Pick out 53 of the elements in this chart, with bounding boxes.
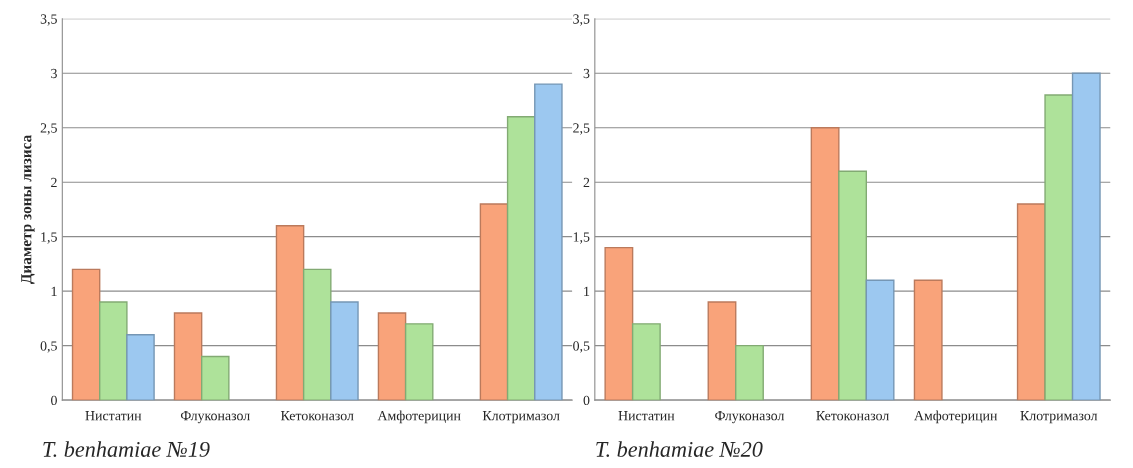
text: T. benhamiae №20 [596,441,763,457]
bar [71,268,101,401]
bar [330,301,359,401]
text: T. benhamiae №19 [43,441,210,457]
x-tick-label: Кетоконазол [816,411,889,421]
y-axis-title: Диаметр зоны лизиса [21,135,35,284]
bar [302,268,332,401]
x-tick-label: Флуконазол [715,411,785,424]
y-tick-label: 0,5 [573,341,590,353]
bar [1016,203,1046,401]
bar [200,355,230,401]
y-tick-label: 2 [51,177,57,187]
bar [534,83,563,401]
y-tick-label: 0 [583,395,590,406]
bar [735,344,764,401]
y-tick-label: 0,5 [40,341,57,353]
bar [506,116,536,401]
y-tick-label: 1,5 [41,232,57,244]
bar [810,127,840,401]
bar [275,225,305,401]
bar [126,334,155,401]
bar [838,170,868,401]
x-tick-label: Амфотерицин [377,410,461,424]
y-tick-label: 1 [51,286,57,296]
bar [1044,94,1074,401]
y-tick-label: 2,5 [573,123,590,135]
y-tick-label: 3,5 [40,14,57,26]
bar [631,323,661,401]
x-tick-label: Нистатин [85,411,142,421]
bar [173,312,203,401]
bar [99,301,128,401]
y-tick-label: 0 [51,395,57,406]
y-tick-label: 3,5 [573,14,590,26]
y-tick-label: 1,5 [573,232,590,244]
x-tick-label: Клотримазол [1020,411,1098,424]
x-tick-label: Амфотерицин [914,410,998,424]
x-tick-label: Кетоконазол [280,411,354,421]
bar [479,203,509,401]
bar [707,301,737,401]
bar [1071,72,1101,401]
y-tick-label: 2,5 [40,123,57,135]
x-tick-label: Клотримазол [482,411,560,424]
bar [865,279,895,401]
y-tick-label: 1 [584,286,590,296]
x-tick-label: Флуконазол [180,411,250,424]
y-tick-label: 2 [583,177,590,187]
bar [404,323,434,401]
y-tick-label: 3 [583,68,590,79]
bar [377,312,407,401]
bar [604,246,634,401]
y-tick-label: 3 [51,68,57,79]
x-tick-label: Нистатин [618,411,675,421]
bar [913,279,943,401]
